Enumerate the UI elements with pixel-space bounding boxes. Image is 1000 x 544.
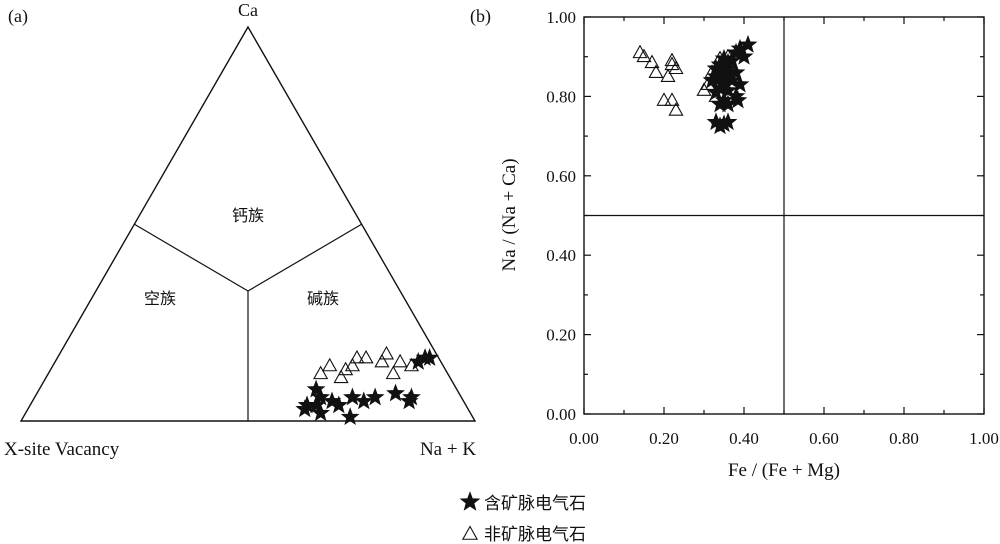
scatter-point-barren — [636, 48, 652, 63]
x-tick-label: 0.40 — [729, 429, 759, 448]
legend: 含矿脉电气石 非矿脉电气石 — [459, 491, 586, 544]
ternary-point-ore — [402, 387, 421, 406]
field-label-vacancy: 空族 — [144, 289, 176, 308]
ternary-point-barren — [344, 357, 361, 372]
ternary-point-ore — [306, 379, 326, 398]
scatter-point-barren — [668, 60, 684, 75]
apex-label-top: Ca — [238, 0, 258, 20]
ternary-point-barren — [392, 353, 408, 368]
x-axis-label: Fe / (Fe + Mg) — [728, 460, 840, 481]
ternary-point-ore — [329, 395, 349, 414]
legend-label-barren: 非矿脉电气石 — [484, 525, 586, 544]
y-tick-label: 0.20 — [546, 326, 576, 345]
ternary-point-barren — [349, 349, 365, 364]
scatter-point-ore — [702, 70, 722, 89]
y-axis-label: Na / (Na + Ca) — [499, 158, 520, 271]
ternary-point-ore — [311, 403, 331, 422]
scatter-point-barren — [648, 64, 664, 79]
legend-label-ore: 含矿脉电气石 — [484, 494, 586, 514]
ternary-point-ore — [386, 383, 405, 402]
legend-marker-star — [459, 491, 481, 511]
ternary-point-ore — [354, 391, 374, 410]
scatter-point-ore — [728, 90, 748, 109]
field-label-alkali: 碱族 — [307, 289, 339, 308]
y-tick-label: 1.00 — [546, 8, 576, 27]
scatter-point-ore — [706, 82, 726, 101]
scatter-point-ore — [726, 42, 746, 61]
apex-label-right: Na + K — [420, 439, 476, 460]
apex-label-left: X-site Vacancy — [4, 439, 120, 460]
scatter-point-barren — [656, 92, 672, 106]
ternary-point-ore — [295, 399, 315, 418]
field-boundary-left — [133, 223, 249, 292]
x-tick-label: 0.60 — [809, 429, 839, 448]
ternary-point-barren — [374, 353, 390, 368]
ternary-point-ore — [340, 407, 360, 426]
ternary-point-barren — [322, 357, 338, 372]
scatter-point-ore — [718, 94, 738, 113]
scatter-point-barren — [664, 52, 680, 67]
y-tick-label: 0.40 — [546, 246, 576, 265]
panel-label-a: (a) — [8, 6, 28, 27]
ternary-diagram: (a) Ca X-site Vacancy Na + K 钙族 空族 碱族 — [4, 0, 476, 460]
y-tick-label: 0.80 — [546, 87, 576, 106]
ternary-point-ore — [343, 387, 362, 406]
y-tick-label: 0.60 — [546, 167, 576, 186]
field-label-calcic: 钙族 — [232, 206, 264, 225]
x-tick-label: 1.00 — [969, 429, 999, 448]
x-tick-label: 0.00 — [569, 429, 599, 448]
scatter-point-barren — [668, 102, 684, 116]
ternary-point-barren — [378, 345, 395, 360]
x-tick-label: 0.80 — [889, 429, 919, 448]
ternary-point-barren — [338, 361, 354, 376]
scatter-point-ore — [734, 46, 754, 65]
scatter-plot: (b) 0.00 0.20 0.40 0.60 0.80 1.00 0.00 0.20 0.40… — [470, 6, 999, 481]
scatter-point-barren — [644, 54, 660, 69]
scatter-point-ore — [726, 62, 746, 81]
y-tick-label: 0.00 — [546, 405, 576, 424]
ternary-point-barren — [403, 357, 420, 372]
scatter-point-barren — [660, 68, 676, 82]
scatter-point-ore — [738, 34, 758, 53]
scatter-point-ore — [718, 112, 738, 131]
scatter-point-barren — [664, 92, 680, 106]
x-tick-label: 0.20 — [649, 429, 679, 448]
scatter-point-ore — [730, 74, 750, 93]
ternary-point-barren — [358, 349, 374, 364]
ternary-point-barren — [313, 365, 329, 380]
panel-label-b: (b) — [470, 6, 491, 27]
ternary-point-barren — [385, 365, 401, 380]
legend-marker-triangle — [461, 525, 479, 540]
ternary-point-ore — [365, 387, 385, 406]
field-boundary-right — [247, 223, 363, 292]
ternary-point-barren — [333, 369, 349, 384]
